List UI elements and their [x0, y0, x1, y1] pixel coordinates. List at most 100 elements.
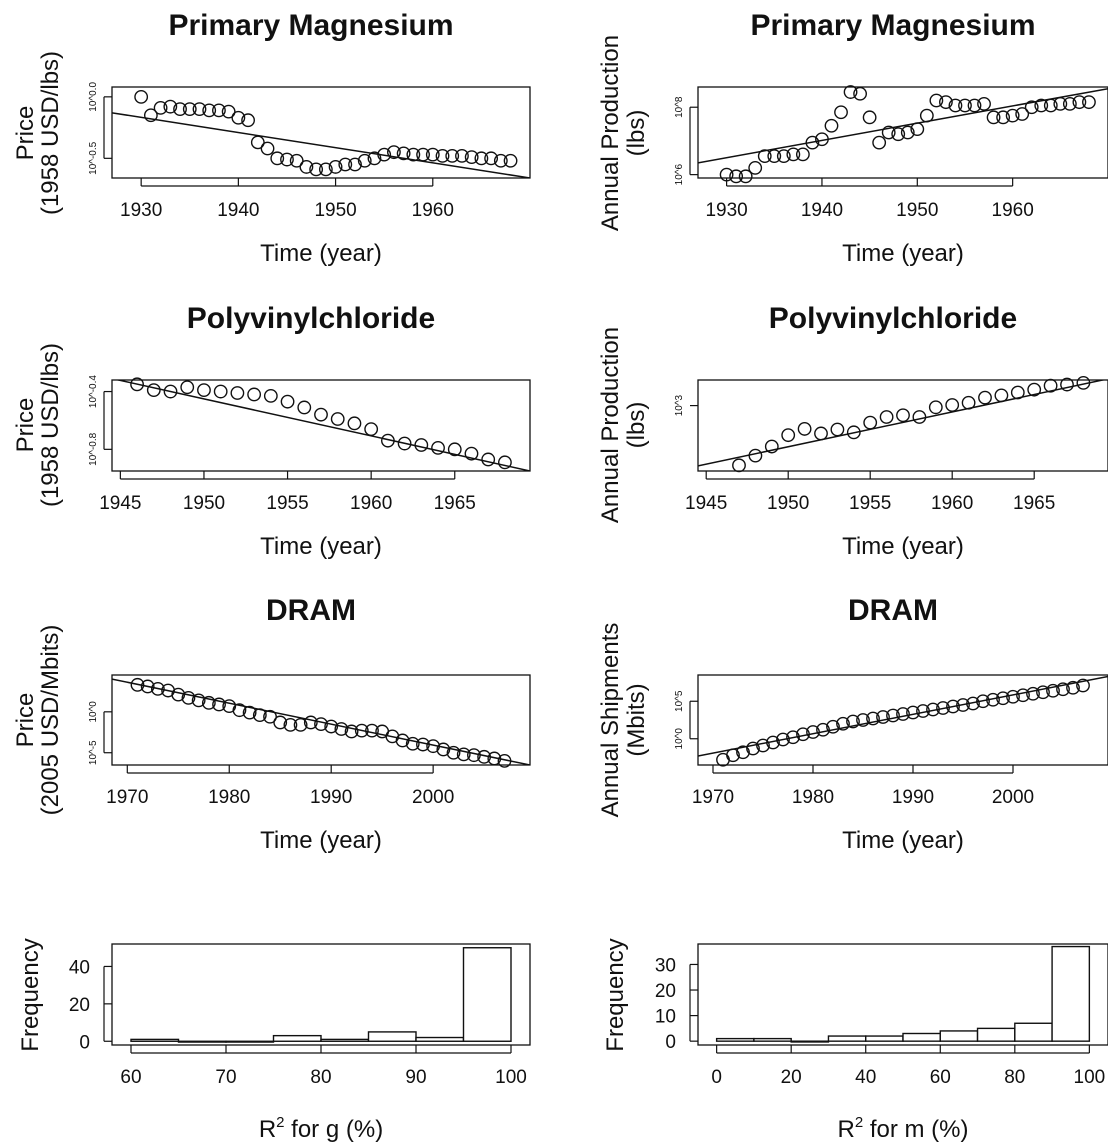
data-point [1027, 382, 1042, 397]
plot-area [698, 675, 1108, 757]
data-point [134, 89, 149, 104]
data-point [910, 122, 925, 137]
data-point [487, 751, 502, 766]
data-point [464, 446, 479, 461]
histogram-bar [827, 1035, 867, 1042]
data-point [171, 687, 186, 702]
data-point [1006, 689, 1020, 704]
histogram-bar [462, 947, 512, 1042]
data-point [1072, 95, 1087, 110]
data-point [919, 108, 934, 123]
data-point [994, 388, 1009, 403]
y-tick-label: 10^6 [674, 164, 685, 186]
data-point [140, 679, 155, 694]
data-point [732, 458, 746, 473]
y-axis-label: Annual Production [597, 327, 624, 523]
data-point [797, 422, 812, 436]
data-point [1005, 108, 1020, 123]
x-tick-label: 1930 [120, 200, 162, 221]
y-tick-label: 30 [655, 955, 676, 976]
x-tick-label: 1980 [792, 787, 834, 808]
data-point [1043, 378, 1058, 393]
data-point [213, 384, 228, 399]
data-point [879, 410, 894, 424]
data-point [447, 442, 462, 457]
x-tick-label: 1950 [767, 493, 809, 514]
data-point [746, 741, 760, 756]
data-point [846, 714, 860, 729]
data-point [221, 104, 236, 119]
data-point [863, 415, 878, 430]
x-tick-label: 1980 [208, 787, 250, 808]
chart-title: Polyvinylchloride [187, 302, 435, 335]
data-point [1056, 682, 1070, 697]
data-point [497, 754, 512, 768]
chart-pvc_price: Polyvinylchloride 1945 1950 1955 1960 1965 Tim… [12, 302, 531, 560]
x-tick-label: 0 [711, 1067, 722, 1088]
data-point [191, 693, 206, 708]
data-point [289, 153, 304, 168]
chart-hist_m: 0 20 40 60 80 100 R2 for m (%) 0 10 20 30 Frequency [602, 938, 1108, 1142]
data-point [843, 85, 858, 99]
x-tick-label: 80 [1004, 1067, 1025, 1088]
y-axis-label: (1958 USD/lbs) [37, 51, 64, 215]
y-tick-label: 10^-0.8 [88, 432, 99, 465]
data-point [416, 147, 430, 162]
data-point [986, 110, 1001, 125]
data-point [1062, 96, 1077, 111]
x-tick-label: 1930 [705, 200, 747, 221]
plot-area [112, 678, 530, 765]
data-point [948, 98, 963, 113]
x-tick-label: 60 [930, 1067, 951, 1088]
x-axis-label: Time (year) [260, 827, 382, 854]
data-point [936, 701, 950, 715]
data-point [231, 110, 246, 125]
histogram-bar [865, 1035, 904, 1042]
data-point [146, 383, 161, 398]
data-point [180, 380, 195, 395]
data-point [354, 723, 369, 738]
histogram-bar [415, 1036, 465, 1042]
data-point [1043, 98, 1058, 113]
y-tick-label: 10^3 [674, 394, 685, 416]
data-point [766, 735, 780, 750]
chart-dram_ship: DRAM 1970 1980 1990 2000 Time (year) 10^5 10^0 A… [597, 594, 1108, 854]
data-point [263, 709, 277, 724]
data-point [776, 732, 790, 747]
data-point [260, 141, 275, 156]
data-point [493, 153, 508, 168]
data-point [397, 436, 412, 451]
data-point [280, 394, 295, 409]
x-tick-label: 1970 [106, 787, 148, 808]
data-point [764, 439, 779, 454]
chart-title: Primary Magnesium [750, 9, 1035, 42]
data-point [334, 722, 349, 736]
data-point [426, 739, 441, 754]
data-point [928, 400, 943, 415]
histogram-bar [939, 1030, 979, 1042]
plot-frame [697, 943, 1108, 1046]
data-point [876, 710, 890, 724]
plot-area [698, 380, 1107, 467]
plot-area [130, 947, 512, 1043]
data-point [446, 745, 461, 760]
data-point [767, 149, 782, 163]
y-axis-label: (lbs) [623, 110, 650, 157]
data-point [872, 135, 887, 150]
y-axis-label: Price [12, 398, 39, 453]
x-tick-label: 1945 [99, 493, 141, 514]
data-point [293, 718, 308, 732]
data-point [729, 169, 744, 184]
data-point [396, 146, 411, 161]
data-point [283, 718, 298, 732]
x-axis-label: R2 for m (%) [837, 1114, 968, 1142]
data-point [467, 748, 481, 763]
x-tick-label: 100 [1074, 1067, 1106, 1088]
histogram-bar [225, 1040, 275, 1043]
x-axis-label: Time (year) [842, 240, 964, 267]
data-point [736, 745, 750, 760]
data-point [815, 132, 829, 147]
y-tick-label: 10^5 [674, 690, 685, 712]
data-point [958, 98, 972, 113]
x-tick-label: 1950 [183, 493, 225, 514]
